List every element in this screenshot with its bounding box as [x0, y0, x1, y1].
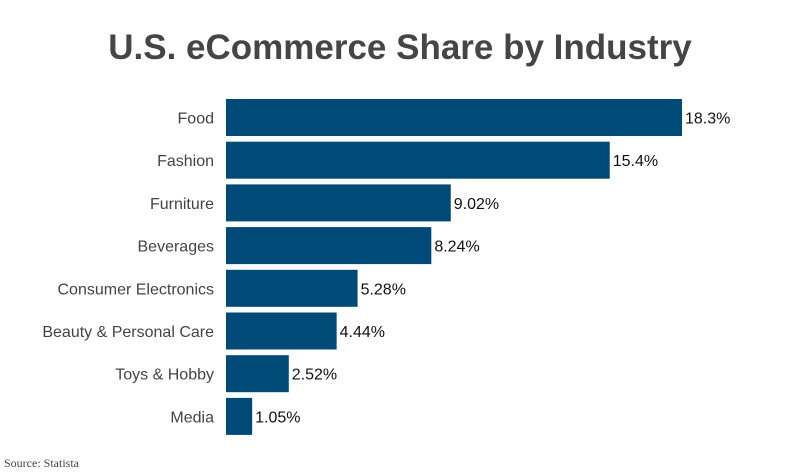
data-label: 1.05%	[255, 409, 300, 426]
data-label: 8.24%	[434, 239, 479, 256]
category-label: Beauty & Personal Care	[42, 324, 214, 341]
data-label: 4.44%	[340, 324, 385, 341]
category-label: Toys & Hobby	[115, 367, 214, 384]
category-label: Media	[170, 409, 214, 426]
bar-4	[226, 269, 358, 307]
data-label: 18.3%	[685, 111, 730, 128]
bar-1	[226, 141, 610, 179]
category-label: Beverages	[138, 239, 215, 256]
bar-7	[226, 397, 253, 435]
bar-0	[226, 99, 682, 136]
data-label: 9.02%	[454, 196, 499, 213]
source-note: Source: Statista	[4, 456, 79, 470]
category-label: Consumer Electronics	[58, 281, 215, 298]
data-label: 15.4%	[613, 153, 658, 170]
category-label: Fashion	[157, 153, 214, 170]
data-label: 5.28%	[361, 281, 406, 298]
bar-3	[226, 227, 432, 265]
data-label: 2.52%	[292, 367, 337, 384]
category-label: Furniture	[150, 196, 214, 213]
bar-5	[226, 312, 337, 350]
bar-6	[226, 355, 289, 393]
chart-title: U.S. eCommerce Share by Industry	[108, 28, 692, 67]
category-label: Food	[178, 111, 214, 128]
bar-2	[226, 184, 451, 222]
